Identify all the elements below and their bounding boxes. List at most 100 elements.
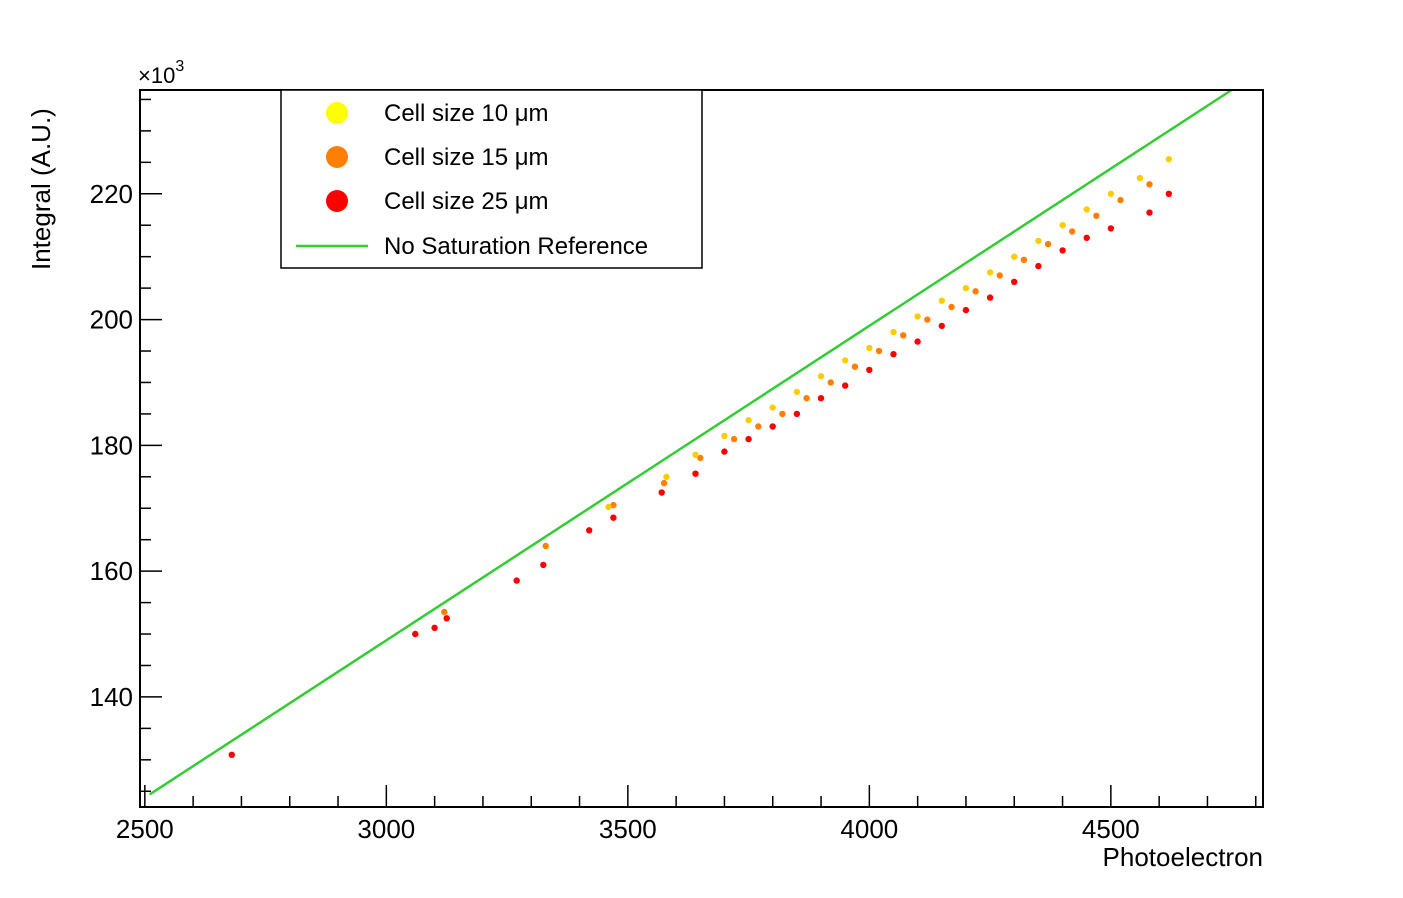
- reference-line: [149, 88, 1233, 796]
- legend-label-cell-10: Cell size 10 μm: [384, 100, 549, 127]
- data-point: [1035, 237, 1042, 245]
- data-point: [962, 284, 970, 292]
- series-2: [605, 156, 1173, 511]
- data-point: [721, 448, 728, 455]
- legend-marker-cell-15: [326, 146, 348, 168]
- data-point: [692, 470, 699, 477]
- data-point: [730, 435, 738, 443]
- series-1: [441, 181, 1153, 616]
- data-point: [938, 322, 945, 330]
- data-point: [721, 432, 728, 440]
- y-axis-title: Integral (A.U.): [26, 108, 56, 270]
- data-point: [1117, 196, 1124, 204]
- data-point: [1020, 256, 1028, 263]
- data-point: [972, 288, 979, 295]
- data-point: [803, 395, 810, 402]
- data-point: [1059, 247, 1066, 254]
- series-3: [149, 88, 1233, 796]
- data-point: [986, 269, 994, 276]
- y-multiplier: ×103: [138, 58, 184, 88]
- y-tick-label: 140: [90, 682, 133, 712]
- data-point: [875, 347, 883, 355]
- data-point: [663, 473, 670, 480]
- data-point: [692, 451, 699, 458]
- data-point: [745, 435, 752, 443]
- data-point: [697, 454, 704, 462]
- data-point: [610, 514, 617, 521]
- series-0: [228, 190, 1173, 758]
- data-point: [890, 351, 897, 358]
- data-point: [851, 363, 859, 370]
- axis-ticks: [140, 98, 1257, 807]
- data-point: [1165, 156, 1173, 163]
- data-point: [817, 395, 825, 402]
- data-point: [948, 303, 955, 311]
- y-multiplier-exponent: 3: [175, 58, 184, 75]
- data-point: [793, 388, 801, 396]
- x-tick-label: 4500: [1082, 814, 1140, 844]
- data-point: [962, 306, 970, 314]
- data-point: [900, 332, 907, 339]
- data-point: [779, 410, 786, 418]
- data-point: [769, 404, 776, 411]
- data-point: [914, 338, 921, 345]
- data-point: [1011, 253, 1018, 260]
- data-point: [938, 297, 945, 304]
- data-point: [605, 503, 612, 511]
- data-point: [866, 344, 873, 352]
- data-point: [866, 366, 873, 374]
- data-point: [914, 313, 921, 320]
- data-point: [842, 357, 849, 364]
- data-point: [1069, 228, 1076, 235]
- data-point: [1044, 240, 1052, 248]
- data-point: [890, 328, 897, 336]
- y-tick-label: 220: [90, 179, 133, 209]
- data-point: [540, 561, 547, 569]
- data-point: [769, 423, 776, 430]
- data-point: [1083, 206, 1090, 213]
- x-tick-label: 4000: [840, 814, 898, 844]
- legend: Cell size 10 μm Cell size 15 μm Cell siz…: [280, 89, 703, 269]
- legend-label-reference: No Saturation Reference: [384, 233, 648, 260]
- data-point: [1035, 262, 1042, 270]
- y-multiplier-base: ×10: [138, 63, 175, 88]
- legend-marker-cell-10: [326, 102, 348, 124]
- data-point: [996, 272, 1003, 279]
- data-point: [610, 501, 617, 509]
- y-tick-label: 160: [90, 556, 133, 586]
- x-tick-label: 3000: [357, 814, 415, 844]
- x-tick-label: 2500: [116, 814, 174, 844]
- data-point: [1059, 222, 1066, 229]
- data-point: [1093, 212, 1100, 219]
- data-point: [1011, 278, 1018, 285]
- data-point: [1146, 181, 1153, 188]
- data-point: [542, 542, 549, 550]
- x-axis-title: Photoelectron: [1103, 842, 1263, 872]
- data-point: [817, 373, 825, 380]
- legend-marker-cell-25: [326, 190, 348, 212]
- data-point: [986, 294, 994, 301]
- data-point: [842, 382, 849, 389]
- data-point: [1107, 225, 1115, 232]
- tick-labels: 2500 3000 3500 4000 4500 140 160 180 200 220: [90, 179, 1140, 844]
- data-point: [660, 479, 668, 487]
- data-point: [412, 630, 419, 638]
- data-point: [431, 624, 438, 631]
- data-point: [586, 527, 593, 534]
- data-point: [745, 417, 752, 424]
- data-point: [924, 316, 931, 323]
- data-point: [1107, 190, 1115, 197]
- data-point: [793, 410, 801, 418]
- legend-label-cell-15: Cell size 15 μm: [384, 144, 549, 171]
- x-tick-label: 3500: [599, 814, 657, 844]
- data-point: [1146, 209, 1153, 216]
- data-point: [1136, 174, 1144, 182]
- data-point: [658, 489, 665, 496]
- data-point: [441, 608, 448, 616]
- data-point: [513, 577, 520, 584]
- y-tick-label: 180: [90, 430, 133, 460]
- data-point: [228, 751, 235, 758]
- legend-box: [280, 89, 703, 269]
- data-point: [443, 615, 450, 622]
